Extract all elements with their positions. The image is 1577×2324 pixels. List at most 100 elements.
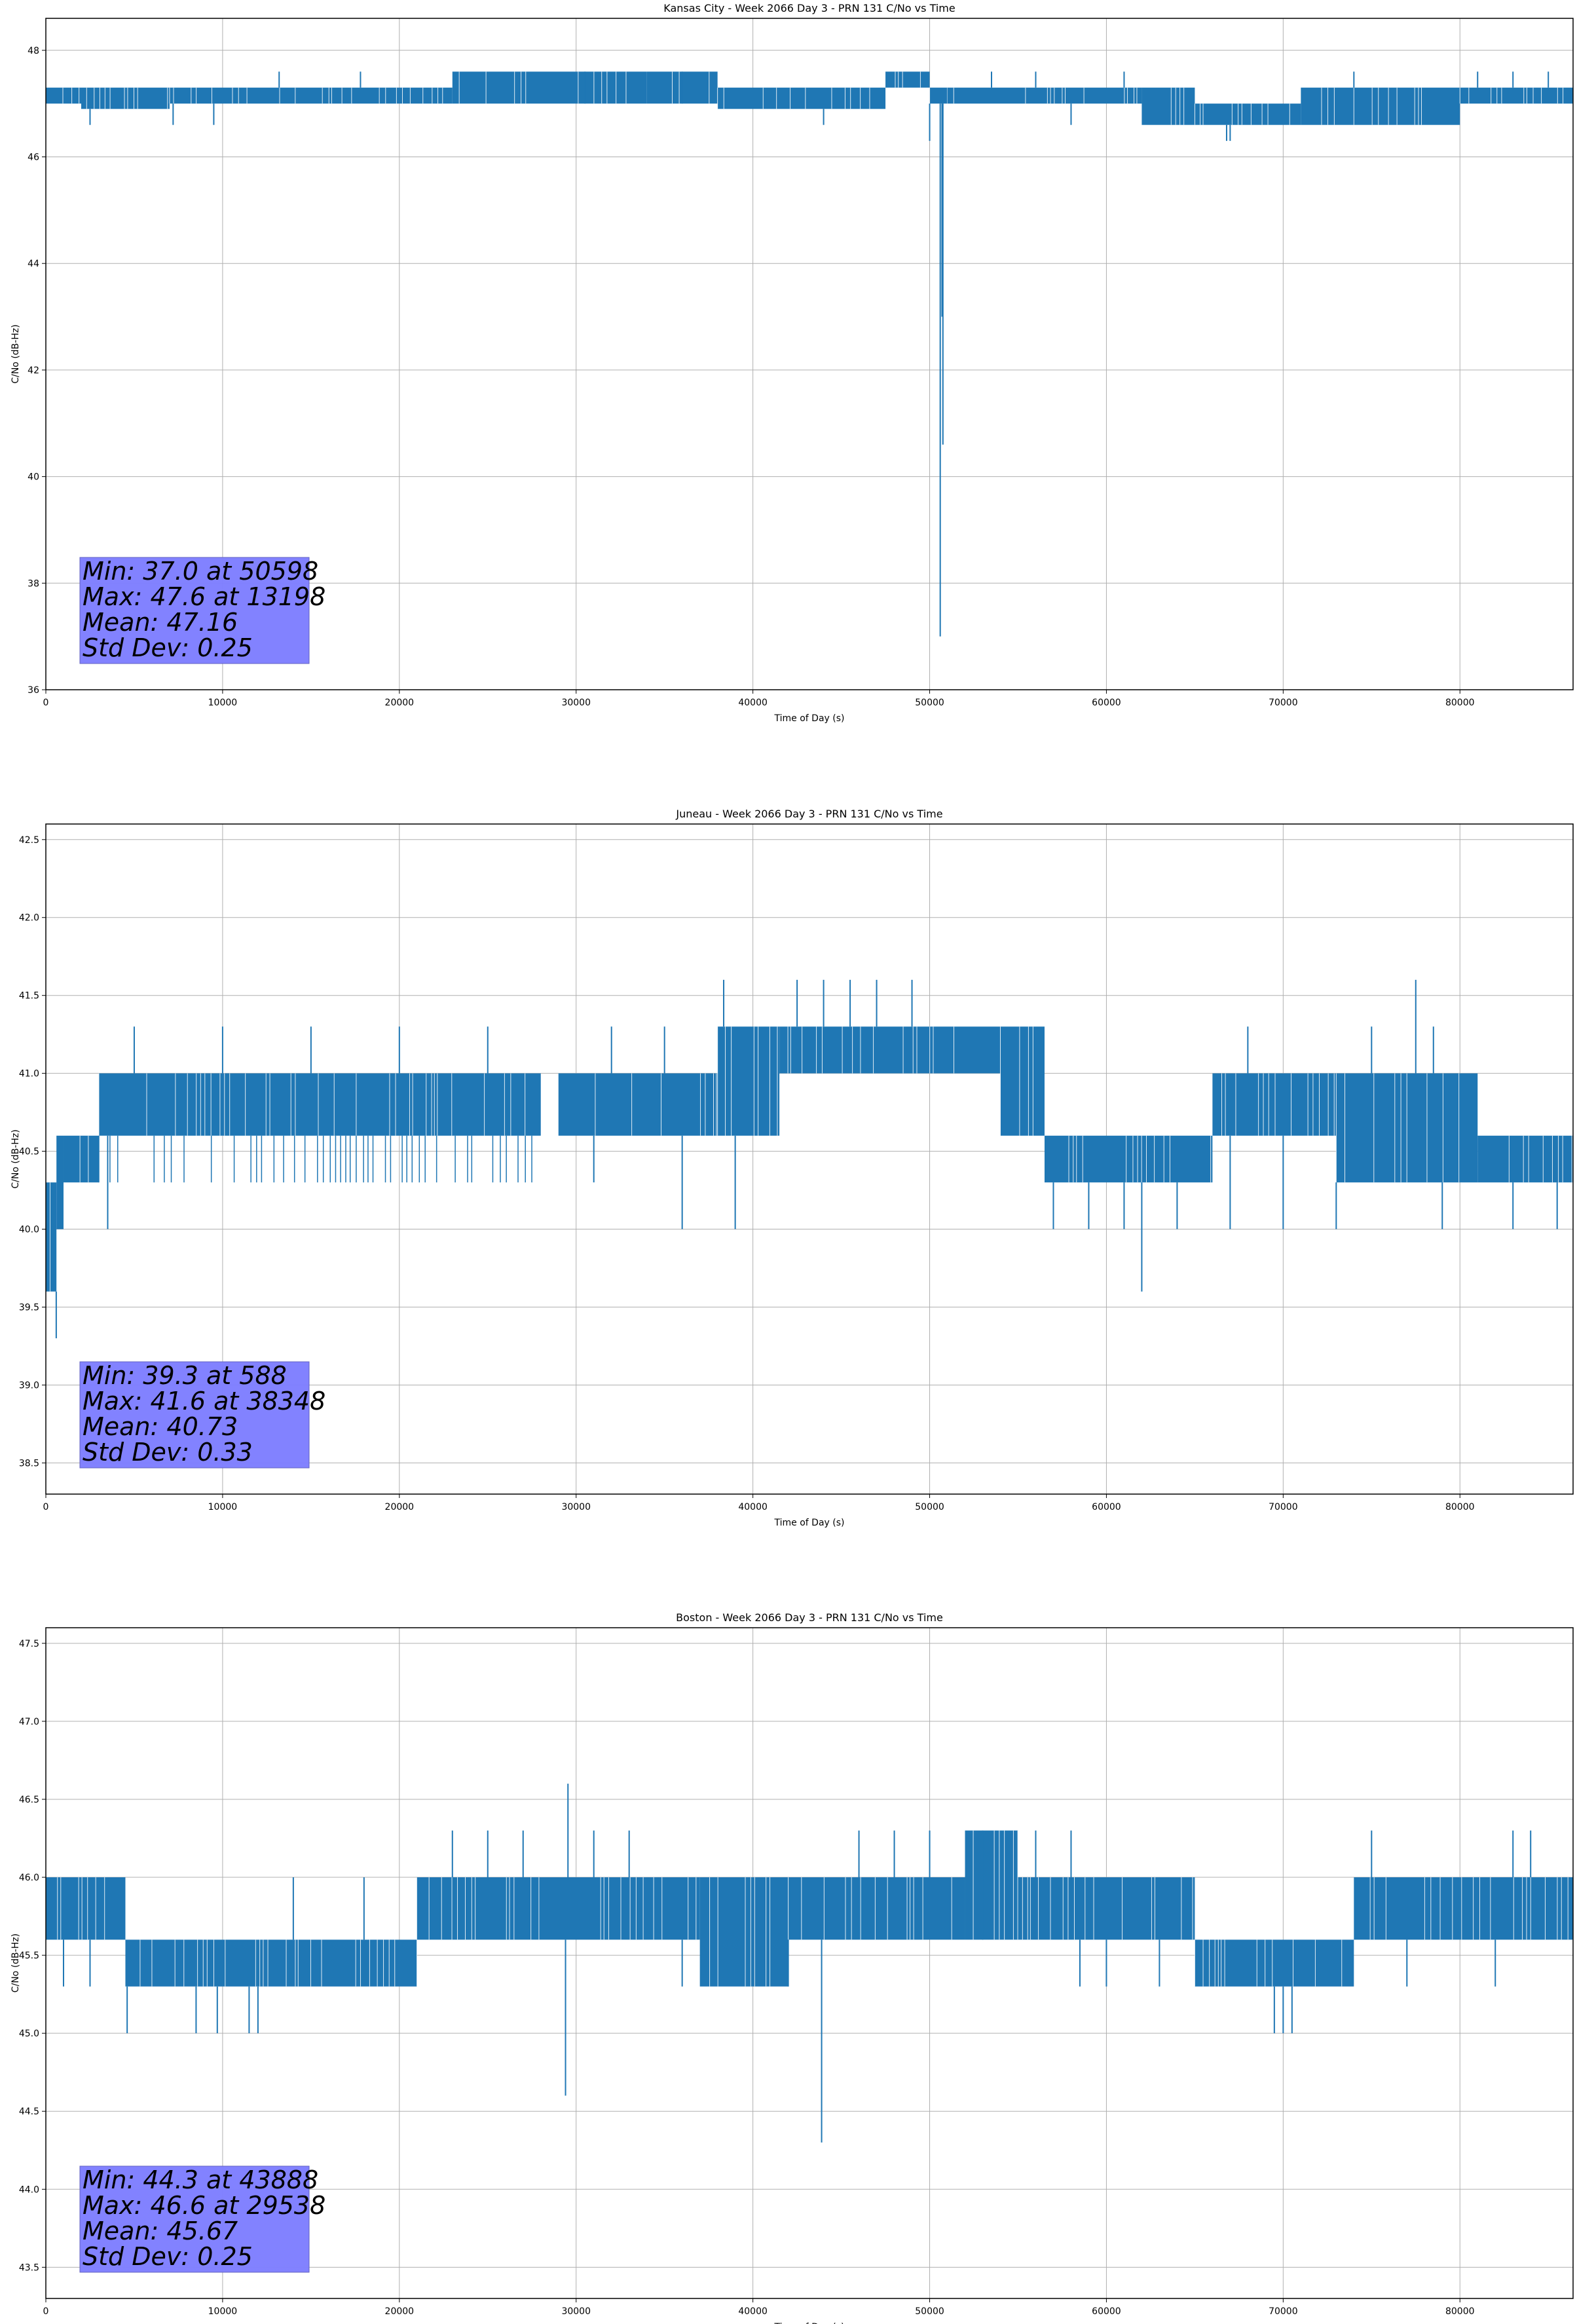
chart-title: Boston - Week 2066 Day 3 - PRN 131 C/No … <box>676 1611 943 1624</box>
series-band <box>1195 103 1301 125</box>
x-tick-label: 20000 <box>385 2306 415 2317</box>
y-tick-label: 43.5 <box>19 2262 39 2273</box>
series-band <box>788 1877 965 1940</box>
series-band <box>1018 1877 1195 1940</box>
x-tick-label: 70000 <box>1269 698 1298 708</box>
stats-line: Min: 44.3 at 43888 <box>83 2165 318 2194</box>
series-band <box>63 1135 99 1183</box>
series-band <box>779 1026 1001 1074</box>
subplot-1: Kansas City - Week 2066 Day 3 - PRN 131 … <box>10 2 1574 724</box>
stats-line: Std Dev: 0.33 <box>83 1438 253 1467</box>
x-tick-label: 10000 <box>208 698 238 708</box>
y-tick-label: 46 <box>28 153 39 163</box>
series-band <box>1044 1135 1213 1183</box>
stats-box-background <box>79 2165 310 2273</box>
y-axis-label: C/No (dB-Hz) <box>10 1934 21 1993</box>
stats-line: Mean: 45.67 <box>83 2217 238 2245</box>
chart-title: Kansas City - Week 2066 Day 3 - PRN 131 … <box>663 2 955 14</box>
axes-frame <box>45 823 1574 1495</box>
x-tick-label: 70000 <box>1269 2306 1298 2317</box>
stats-box-background <box>79 1361 310 1469</box>
data-series <box>46 71 1573 637</box>
x-tick-label: 30000 <box>561 698 591 708</box>
x-tick-label: 60000 <box>1092 1502 1121 1512</box>
x-tick-label: 70000 <box>1269 1502 1298 1512</box>
y-tick-label: 44.0 <box>19 2184 39 2195</box>
stats-line: Std Dev: 0.25 <box>83 633 253 662</box>
series-band <box>56 1135 64 1229</box>
series-band <box>98 1073 541 1136</box>
x-axis-label: Time of Day (s) <box>774 713 845 724</box>
y-tick-label: 39.0 <box>19 1380 39 1391</box>
y-tick-label: 42.5 <box>19 835 39 846</box>
series-band <box>1195 1940 1354 1987</box>
series-band <box>929 87 948 104</box>
x-tick-label: 50000 <box>915 698 944 708</box>
series-band <box>1141 87 1195 125</box>
series-band <box>558 1073 718 1136</box>
series-band <box>965 1830 1018 1940</box>
y-tick-label: 42.0 <box>19 913 39 924</box>
series-band <box>46 87 81 104</box>
series-band <box>1477 1135 1573 1183</box>
x-tick-label: 0 <box>43 2306 49 2317</box>
x-tick-label: 80000 <box>1445 698 1475 708</box>
x-tick-label: 40000 <box>738 698 768 708</box>
y-tick-label: 44.5 <box>19 2107 39 2117</box>
subplot-2: Juneau - Week 2066 Day 3 - PRN 131 C/No … <box>10 808 1574 1528</box>
y-tick-label: 40.0 <box>19 1225 39 1235</box>
x-tick-label: 40000 <box>738 2306 768 2317</box>
data-series <box>46 979 1573 1339</box>
x-tick-label: 60000 <box>1092 698 1121 708</box>
x-tick-label: 0 <box>43 1502 49 1512</box>
axes-frame <box>45 18 1574 690</box>
series-band <box>46 1182 57 1292</box>
x-axis-label: Time of Day (s) <box>774 1518 845 1528</box>
y-tick-label: 46.0 <box>19 1873 39 1883</box>
y-tick-label: 38 <box>28 578 39 589</box>
axes-frame <box>45 1627 1574 2299</box>
y-tick-label: 40 <box>28 472 39 483</box>
y-tick-label: 47.0 <box>19 1717 39 1727</box>
series-band <box>1000 1026 1045 1136</box>
stats-box-background <box>79 557 310 664</box>
x-tick-label: 20000 <box>385 1502 415 1512</box>
series-band <box>1460 87 1573 104</box>
series-band <box>169 87 453 104</box>
x-tick-label: 10000 <box>208 1502 238 1512</box>
y-tick-label: 44 <box>28 259 39 269</box>
stats-line: Max: 47.6 at 13198 <box>83 582 325 611</box>
x-tick-label: 50000 <box>915 1502 944 1512</box>
series-band <box>1354 1877 1573 1940</box>
y-tick-label: 41.5 <box>19 991 39 1002</box>
series-band <box>885 71 930 88</box>
x-tick-label: 80000 <box>1445 2306 1475 2317</box>
stats-line: Std Dev: 0.25 <box>83 2242 253 2271</box>
y-tick-label: 45.5 <box>19 1951 39 1961</box>
y-tick-label: 40.5 <box>19 1147 39 1157</box>
x-axis-label: Time of Day (s) <box>774 2322 845 2324</box>
stats-line: Mean: 47.16 <box>83 608 238 637</box>
y-tick-label: 39.5 <box>19 1303 39 1313</box>
y-axis-label: C/No (dB-Hz) <box>10 324 21 383</box>
series-band <box>452 71 647 104</box>
series-band <box>699 1877 788 1987</box>
x-tick-label: 40000 <box>738 1502 768 1512</box>
series-band <box>125 1940 152 1987</box>
series-band <box>1212 1073 1337 1136</box>
series-band <box>151 1940 417 1987</box>
x-tick-label: 10000 <box>208 2306 238 2317</box>
x-tick-label: 50000 <box>915 2306 944 2317</box>
stats-line: Max: 46.6 at 29538 <box>83 2191 325 2220</box>
chart-title: Juneau - Week 2066 Day 3 - PRN 131 C/No … <box>675 808 942 820</box>
stats-line: Max: 41.6 at 38348 <box>83 1387 325 1415</box>
series-band <box>46 1877 126 1940</box>
stats-line: Mean: 40.73 <box>83 1412 238 1441</box>
x-tick-label: 30000 <box>561 1502 591 1512</box>
y-tick-label: 45.0 <box>19 2029 39 2039</box>
